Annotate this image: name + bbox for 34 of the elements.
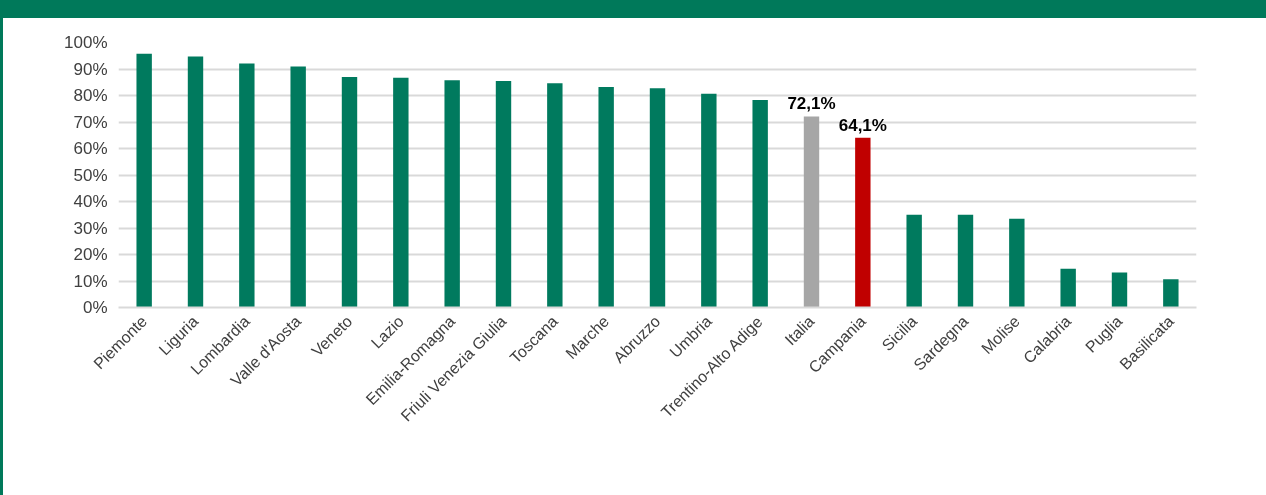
- y-tick-label: 20%: [73, 245, 108, 264]
- y-tick-label: 80%: [73, 86, 108, 105]
- bar: [855, 137, 871, 308]
- bar: [239, 63, 255, 308]
- y-tick-label: 60%: [73, 139, 108, 158]
- y-tick-label: 10%: [73, 271, 108, 291]
- bar: [187, 56, 204, 308]
- bar: [752, 100, 768, 308]
- bar: [1009, 218, 1025, 308]
- data-label: 72,1%: [787, 94, 836, 114]
- bar: [341, 76, 358, 308]
- bar: [1163, 279, 1179, 308]
- bar: [598, 87, 614, 308]
- bar: [393, 77, 409, 308]
- data-label: 64,1%: [838, 115, 887, 135]
- bar: [649, 88, 666, 308]
- y-tick-label: 40%: [73, 192, 108, 211]
- y-tick-label: 90%: [73, 59, 108, 79]
- y-tick-label: 30%: [73, 218, 108, 238]
- y-tick-label: 0%: [82, 298, 108, 317]
- bar: [701, 93, 717, 308]
- bar: [803, 116, 820, 308]
- bar: [136, 53, 152, 308]
- y-tick-label: 100%: [64, 33, 108, 52]
- bar: [495, 80, 512, 308]
- bar: [906, 214, 922, 308]
- y-tick-label: 50%: [73, 165, 108, 185]
- bar: [1060, 268, 1076, 308]
- y-tick-label: 70%: [73, 112, 108, 132]
- bar: [957, 214, 974, 308]
- bar: [1111, 272, 1128, 308]
- bar: [444, 80, 460, 308]
- bar: [547, 83, 563, 308]
- bar: [290, 66, 306, 308]
